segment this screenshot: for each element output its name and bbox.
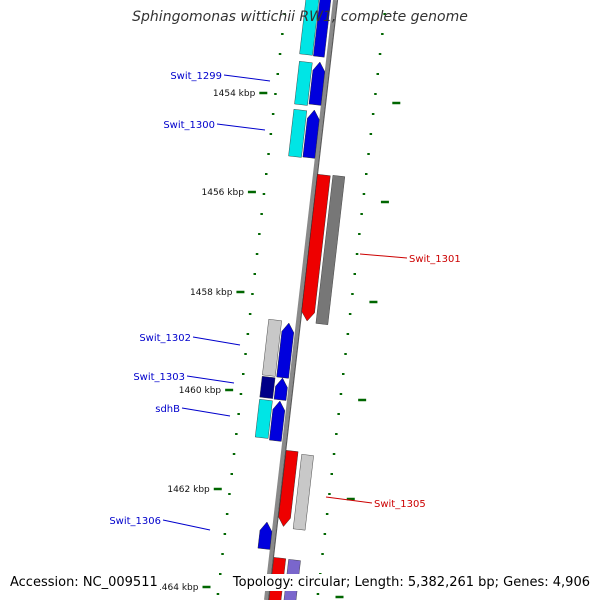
cds-feature-navy — [259, 376, 276, 399]
gene-arrow-forward — [257, 521, 273, 550]
cds-feature-cyan — [288, 109, 308, 158]
genome-summary-label: Topology: circular; Length: 5,382,261 bp… — [230, 574, 592, 591]
cds-feature-grey — [262, 319, 282, 377]
scale-tick-label: 1462 kbp — [167, 485, 210, 495]
gene-arrow-forward — [308, 61, 326, 106]
gene-label-swit-1300: Swit_1300 — [163, 120, 215, 131]
gene-arrow-forward — [273, 377, 288, 401]
gene-leader-line — [181, 407, 231, 417]
gene-label-swit-1299: Swit_1299 — [170, 71, 222, 82]
gene-label-swit-1306: Swit_1306 — [109, 516, 161, 527]
gene-leader-line — [216, 123, 266, 131]
scale-tick-label: 1464 kbp — [156, 583, 199, 593]
gene-arrow-forward — [302, 109, 320, 159]
gene-feature-forward — [313, 0, 332, 58]
gene-leader-line — [359, 253, 408, 259]
scale-ticks: 1454 kbp 1456 kbp 1458 kbp 1460 kbp 1462 kbp… — [156, 89, 401, 599]
gene-arrow-forward — [276, 322, 294, 379]
gene-leader-line — [162, 519, 211, 531]
gene-arrow-reverse — [278, 450, 299, 527]
cds-feature-cyan — [254, 399, 273, 439]
scale-tick-label: 1456 kbp — [202, 188, 245, 198]
gene-leader-line — [192, 336, 241, 346]
map-title: Sphingomonas wittichii RW1, complete gen… — [132, 9, 468, 25]
gene-label-swit-1305: Swit_1305 — [374, 499, 426, 510]
gene-leader-line — [325, 496, 373, 504]
gene-arrow-forward — [269, 400, 286, 442]
ruler-dots — [216, 13, 386, 595]
gene-leader-line — [186, 375, 235, 384]
gene-labels: Swit_1299 Swit_1300 Swit_1301 Swit_1302 Swit… — [109, 71, 461, 531]
scale-tick-label: 1454 kbp — [213, 89, 256, 99]
cds-feature-cyan — [299, 0, 320, 56]
gene-label-sdhb: sdhB — [155, 404, 180, 415]
cds-feature-cyan — [294, 61, 313, 106]
gene-label-swit-1303: Swit_1303 — [133, 372, 185, 383]
cds-feature-grey — [292, 454, 314, 531]
gene-arrow-reverse — [301, 174, 331, 322]
accession-label: Accession: NC_009511 — [8, 574, 160, 591]
backbone-line — [264, 0, 337, 600]
gene-label-swit-1301: Swit_1301 — [409, 254, 461, 265]
gene-leader-line — [223, 74, 271, 82]
cds-feature-grey — [315, 175, 346, 325]
scale-tick-label: 1460 kbp — [179, 386, 222, 396]
scale-tick-label: 1458 kbp — [190, 288, 233, 298]
gene-label-swit-1302: Swit_1302 — [139, 333, 191, 344]
